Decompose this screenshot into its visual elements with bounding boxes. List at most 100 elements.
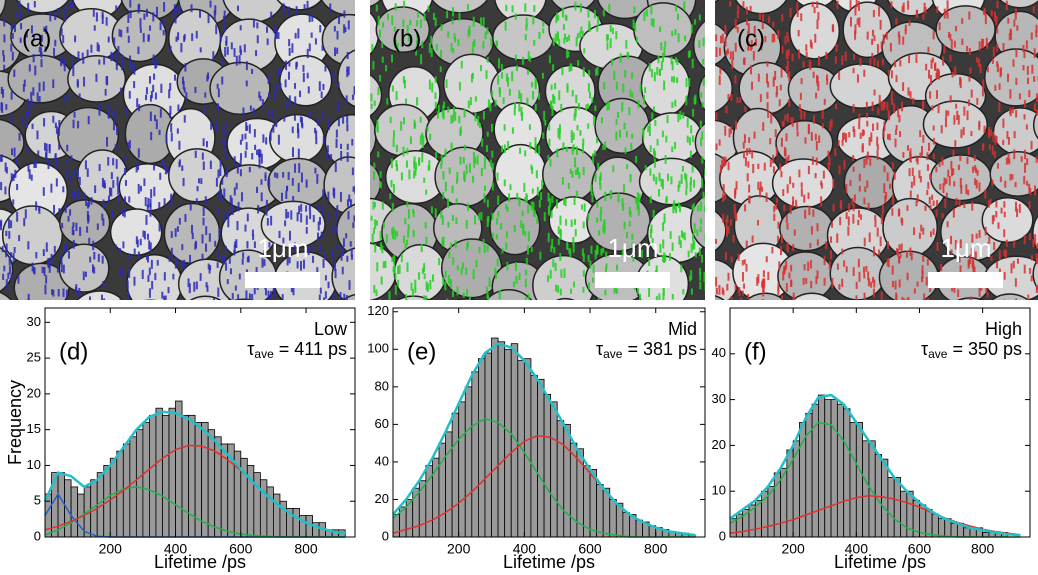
bar bbox=[267, 487, 274, 537]
bar bbox=[538, 379, 545, 537]
overlay-dot bbox=[225, 262, 227, 270]
overlay-dot bbox=[591, 97, 593, 102]
overlay-dot bbox=[810, 40, 812, 48]
overlay-dot bbox=[288, 39, 290, 46]
y-tick-label: 120 bbox=[367, 303, 389, 318]
overlay-dot bbox=[696, 229, 698, 235]
overlay-dot bbox=[492, 213, 494, 220]
overlay-dot bbox=[817, 12, 819, 20]
overlay-dot bbox=[406, 201, 408, 207]
overlay-dot bbox=[425, 296, 427, 306]
overlay-dot bbox=[554, 83, 556, 89]
overlay-dot bbox=[308, 86, 310, 93]
overlay-dot bbox=[210, 161, 212, 169]
overlay-dot bbox=[3, 266, 5, 272]
overlay-dot bbox=[992, 146, 994, 155]
overlay-dot bbox=[143, 178, 145, 186]
overlay-dot bbox=[319, 245, 321, 251]
overlay-dot bbox=[165, 169, 167, 174]
overlay-dot bbox=[174, 75, 176, 81]
overlay-dot bbox=[421, 41, 423, 48]
overlay-dot bbox=[156, 7, 158, 16]
overlay-dot bbox=[177, 128, 179, 133]
overlay-dot bbox=[743, 59, 745, 65]
overlay-dot bbox=[0, 182, 2, 190]
overlay-dot bbox=[781, 235, 783, 243]
x-axis-label: Lifetime /ps bbox=[154, 552, 246, 572]
overlay-dot bbox=[512, 127, 514, 133]
scale-bar bbox=[595, 272, 670, 288]
overlay-dot bbox=[877, 144, 879, 150]
overlay-dot bbox=[124, 208, 126, 218]
overlay-dot bbox=[352, 186, 354, 191]
overlay-dot bbox=[580, 27, 582, 34]
overlay-dot bbox=[58, 289, 60, 296]
overlay-dot bbox=[204, 92, 206, 97]
overlay-dot bbox=[812, 2, 814, 7]
overlay-dot bbox=[246, 61, 248, 70]
overlay-dot bbox=[743, 151, 745, 158]
overlay-dot bbox=[566, 16, 568, 21]
overlay-dot bbox=[405, 294, 407, 302]
overlay-dot bbox=[806, 52, 808, 58]
overlay-dot bbox=[53, 205, 55, 214]
overlay-dot bbox=[224, 24, 226, 31]
overlay-dot bbox=[423, 295, 425, 302]
overlay-dot bbox=[202, 234, 204, 243]
overlay-dot bbox=[238, 202, 240, 211]
overlay-dot bbox=[541, 180, 543, 189]
bar bbox=[485, 353, 492, 537]
overlay-dot bbox=[568, 248, 570, 254]
overlay-dot bbox=[855, 295, 857, 300]
overlay-dot bbox=[52, 290, 54, 297]
overlay-dot bbox=[408, 209, 410, 219]
overlay-dot bbox=[309, 210, 311, 219]
overlay-dot bbox=[687, 118, 689, 127]
overlay-dot bbox=[542, 73, 544, 79]
overlay-dot bbox=[226, 36, 228, 45]
overlay-dot bbox=[781, 295, 783, 302]
overlay-dot bbox=[440, 50, 442, 58]
overlay-dot bbox=[671, 146, 673, 152]
overlay-dot bbox=[37, 150, 39, 155]
overlay-dot bbox=[588, 255, 590, 262]
overlay-dot bbox=[924, 206, 926, 211]
overlay-dot bbox=[729, 129, 731, 138]
overlay-dot bbox=[730, 94, 732, 101]
overlay-dot bbox=[781, 138, 783, 147]
overlay-dot bbox=[858, 210, 860, 217]
overlay-dot bbox=[694, 95, 696, 104]
overlay-dot bbox=[403, 147, 405, 157]
bar bbox=[799, 423, 805, 538]
overlay-dot bbox=[701, 156, 703, 163]
overlay-dot bbox=[577, 168, 579, 174]
overlay-dot bbox=[982, 89, 984, 97]
overlay-dot bbox=[194, 87, 196, 93]
overlay-dot bbox=[1036, 287, 1038, 293]
overlay-dot bbox=[332, 72, 334, 82]
overlay-dot bbox=[628, 107, 630, 115]
overlay-dot bbox=[591, 190, 593, 195]
overlay-dot bbox=[883, 183, 885, 193]
y-tick-label: 100 bbox=[367, 341, 389, 356]
overlay-dot bbox=[784, 147, 786, 157]
overlay-dot bbox=[163, 296, 165, 304]
overlay-dot bbox=[395, 285, 397, 295]
overlay-dot bbox=[672, 294, 674, 299]
overlay-dot bbox=[883, 101, 885, 110]
overlay-dot bbox=[240, 160, 242, 165]
overlay-dot bbox=[832, 24, 834, 32]
overlay-dot bbox=[194, 242, 196, 249]
overlay-dot bbox=[1011, 174, 1013, 179]
overlay-dot bbox=[678, 236, 680, 245]
overlay-dot bbox=[43, 81, 45, 90]
overlay-dot bbox=[413, 211, 415, 217]
overlay-dot bbox=[73, 240, 75, 249]
overlay-dot bbox=[612, 165, 614, 172]
overlay-dot bbox=[734, 190, 736, 199]
overlay-dot bbox=[257, 35, 259, 43]
overlay-dot bbox=[810, 260, 812, 269]
overlay-dot bbox=[974, 155, 976, 161]
overlay-dot bbox=[27, 165, 29, 172]
overlay-dot bbox=[815, 134, 817, 141]
